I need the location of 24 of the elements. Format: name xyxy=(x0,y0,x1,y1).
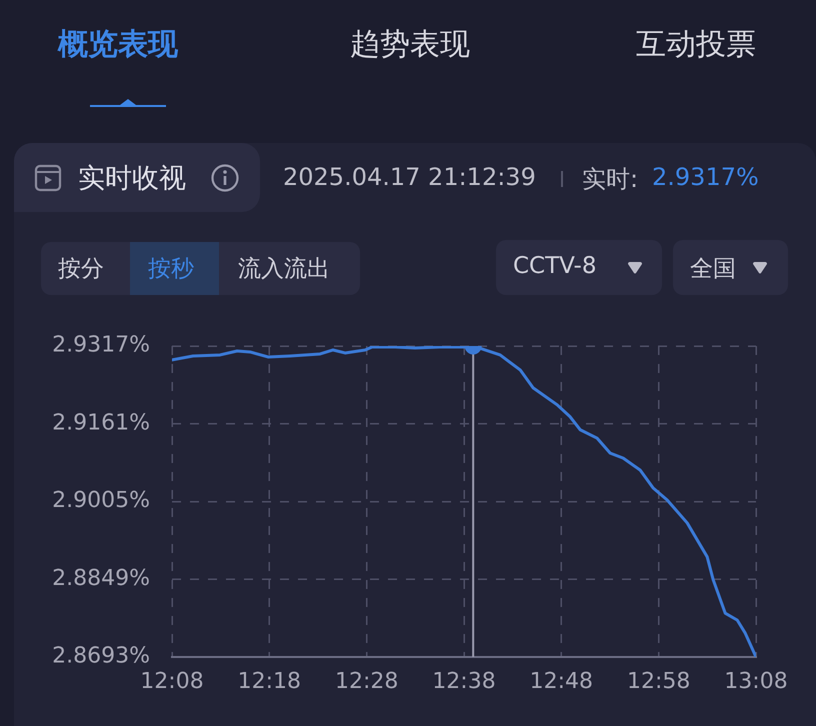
text: 2.9317% xyxy=(652,163,759,191)
text: 按秒 xyxy=(148,255,194,284)
x-tick-label: 12:28 xyxy=(335,668,398,694)
x-tick-label: 12:38 xyxy=(432,668,496,694)
x-tick-label: 12:18 xyxy=(238,668,302,694)
text: 流入流出 xyxy=(238,255,330,284)
x-tick-label: 12:58 xyxy=(627,668,690,694)
x-tick-label: 13:08 xyxy=(724,668,788,694)
chart-title: 实时收视 xyxy=(78,162,186,196)
text: 全国 xyxy=(690,255,736,284)
y-tick-label: 2.9317% xyxy=(52,332,150,358)
text: 互动投票 xyxy=(636,26,756,64)
x-tick-label: 12:48 xyxy=(530,668,594,694)
text: 趋势表现 xyxy=(350,26,470,64)
text: 按分 xyxy=(58,255,104,284)
y-tick-label: 2.8849% xyxy=(52,566,150,591)
y-tick-label: 2.9161% xyxy=(52,410,150,436)
y-tick-label: 2.9005% xyxy=(52,488,150,514)
chart-subtitle: 2025.04.17 21:12:39 xyxy=(283,163,536,191)
x-tick-label: 12:08 xyxy=(140,668,204,694)
y-tick-label: 2.8693% xyxy=(52,644,150,669)
text: 实时: xyxy=(582,164,638,195)
text: 概览表现 xyxy=(58,26,178,64)
text: CCTV-8 xyxy=(513,253,596,279)
